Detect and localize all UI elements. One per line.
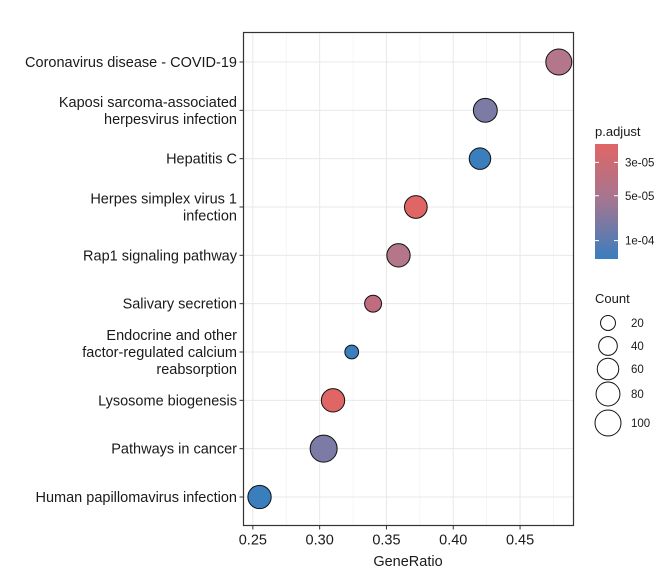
y-tick-label-line: factor-regulated calcium	[82, 345, 237, 361]
y-tick-label: Pathways in cancer	[111, 442, 237, 458]
y-tick-label: Herpes simplex virus 1 infection	[90, 192, 237, 225]
y-tick-label-line: Rap1 signaling pathway	[83, 248, 238, 264]
size-legend-title: Count	[595, 291, 630, 306]
size-legend-key	[595, 381, 621, 407]
y-tick-label: Hepatitis C	[166, 152, 237, 168]
y-tick-label-line: Kaposi sarcoma-associated	[59, 95, 237, 111]
size-legend-key	[600, 315, 616, 331]
data-point	[545, 48, 573, 76]
size-legend-label: 60	[631, 364, 644, 376]
size-legend-label: 100	[631, 418, 650, 430]
data-point	[472, 97, 498, 123]
plot-panel-border	[242, 31, 575, 527]
y-tick-label-line: Human papillomavirus infection	[36, 490, 238, 506]
y-tick-label: Kaposi sarcoma-associated herpesvirus inf…	[59, 95, 237, 128]
x-axis: 0.25 0.30 0.35 0.40 0.45	[239, 525, 534, 549]
y-tick-label-line: Endocrine and other	[106, 328, 237, 344]
x-tick-label: 0.35	[372, 533, 400, 549]
y-tick-label: Lysosome biogenesis	[98, 393, 237, 409]
y-tick-label: Endocrine and other factor-regulated calc…	[82, 328, 237, 378]
x-tick-label: 0.30	[306, 533, 334, 549]
color-legend-label: 1e-04	[625, 236, 655, 248]
data-point	[320, 388, 346, 413]
x-tick-label: 0.40	[439, 533, 467, 549]
y-tick-label: Coronavirus disease - COVID-19	[25, 55, 237, 71]
x-tick-label: 0.45	[506, 533, 534, 549]
y-tick-label-line: reabsorption	[156, 362, 237, 378]
data-points	[247, 48, 573, 510]
color-legend: p.adjust 3e-05 5e-05 1e-04	[595, 124, 655, 259]
color-legend-label: 3e-05	[625, 157, 654, 169]
x-tick-label: 0.25	[239, 533, 267, 549]
y-tick-label: Human papillomavirus infection	[36, 490, 238, 506]
data-point	[468, 147, 492, 170]
y-tick-label: Salivary secretion	[123, 297, 237, 313]
size-legend-label: 40	[631, 341, 644, 353]
color-legend-label: 5e-05	[625, 191, 654, 203]
y-tick-label-line: Herpes simplex virus 1	[90, 192, 237, 208]
data-point	[247, 484, 272, 510]
size-legend-key	[594, 409, 622, 437]
size-legend-key	[598, 336, 618, 356]
color-legend-title: p.adjust	[595, 124, 641, 139]
y-tick-label-line: Salivary secretion	[123, 297, 237, 313]
x-axis-title: GeneRatio	[373, 554, 442, 570]
y-tick-label: Rap1 signaling pathway	[83, 248, 238, 264]
y-tick-label-line: Hepatitis C	[166, 152, 237, 168]
size-legend-key	[596, 357, 620, 381]
data-point	[386, 243, 411, 268]
size-legend-label: 20	[631, 318, 644, 330]
data-point	[344, 344, 360, 360]
y-axis: Coronavirus disease - COVID-19 Kaposi sar…	[25, 55, 244, 506]
size-legend-label: 80	[631, 389, 644, 401]
y-tick-label-line: herpesvirus infection	[104, 112, 237, 128]
y-tick-label-line: Pathways in cancer	[111, 442, 237, 458]
y-tick-label-line: Lysosome biogenesis	[98, 393, 237, 409]
y-tick-label-line: Coronavirus disease - COVID-19	[25, 55, 237, 71]
data-point	[309, 434, 338, 463]
color-bar	[595, 144, 618, 259]
data-point	[364, 294, 383, 313]
y-tick-label-line: infection	[183, 209, 237, 225]
size-legend: Count 20 40 60 80 100	[594, 291, 650, 437]
data-point	[403, 195, 428, 219]
grid-lines	[243, 32, 574, 526]
